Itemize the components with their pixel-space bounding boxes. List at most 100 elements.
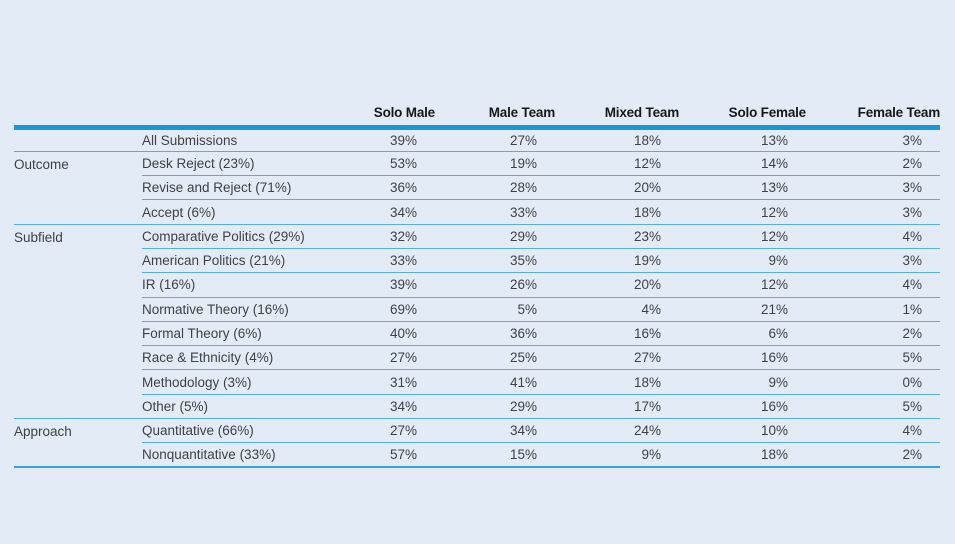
cell-value: 9% [679, 369, 806, 395]
cell-value: 39% [317, 127, 435, 152]
table-row: IR (16%) 39% 26% 20% 12% 4% [14, 272, 940, 298]
cell-value: 18% [555, 127, 679, 152]
cell-value: 33% [435, 199, 555, 225]
cell-value: 41% [435, 369, 555, 395]
cell-value: 13% [679, 175, 806, 201]
cell-value: 3% [806, 175, 940, 201]
table-row: Outcome Desk Reject (23%) 53% 19% 12% 14% 2% [14, 151, 940, 225]
table-row: Approach Quantitative (66%) 27% 34% 24% 10% 4% [14, 418, 940, 469]
header-spacer-group-column [14, 97, 142, 130]
column-header-solo-male: Solo Male [317, 97, 435, 130]
cell-value: 12% [679, 199, 806, 225]
cell-value: 34% [317, 394, 435, 420]
header-spacer-label-column [142, 97, 317, 130]
column-header-male-team: Male Team [435, 97, 555, 130]
cell-value: 18% [555, 369, 679, 395]
cell-value: 2% [806, 442, 940, 469]
cell-value: 20% [555, 175, 679, 201]
cell-value: 29% [435, 224, 555, 249]
table-body: All Submissions 39% 27% 18% 13% 3% Outcome Desk… [14, 127, 940, 469]
submissions-table-figure: Solo Male Male Team Mixed Team Solo Fema… [14, 97, 940, 469]
cell-value: 28% [435, 175, 555, 201]
column-header-female-team: Female Team [806, 97, 940, 130]
row-group-label [14, 127, 142, 152]
table-row: All Submissions 39% 27% 18% 13% 3% [14, 127, 940, 152]
cell-value: 0% [806, 369, 940, 395]
row-label: Nonquantitative (33%) [142, 442, 317, 469]
cell-value: 69% [317, 297, 435, 322]
cell-value: 3% [806, 127, 940, 152]
cell-value: 19% [555, 248, 679, 274]
row-label: American Politics (21%) [142, 248, 317, 274]
cell-value: 27% [317, 345, 435, 371]
row-label: Quantitative (66%) [142, 418, 317, 444]
submissions-table: Solo Male Male Team Mixed Team Solo Fema… [14, 97, 940, 469]
row-label: Comparative Politics (29%) [142, 224, 317, 249]
cell-value: 9% [679, 248, 806, 274]
row-label: Revise and Reject (71%) [142, 175, 317, 201]
cell-value: 19% [435, 151, 555, 177]
cell-value: 4% [555, 297, 679, 322]
cell-value: 12% [679, 224, 806, 249]
row-label: Race & Ethnicity (4%) [142, 345, 317, 371]
cell-value: 26% [435, 272, 555, 298]
column-header-solo-female: Solo Female [679, 97, 806, 130]
cell-value: 10% [679, 418, 806, 444]
cell-value: 35% [435, 248, 555, 274]
row-label: Accept (6%) [142, 199, 317, 225]
cell-value: 9% [555, 442, 679, 469]
cell-value: 4% [806, 224, 940, 249]
cell-value: 36% [317, 175, 435, 201]
cell-value: 25% [435, 345, 555, 371]
cell-value: 39% [317, 272, 435, 298]
cell-value: 15% [435, 442, 555, 469]
cell-value: 1% [806, 297, 940, 322]
cell-value: 53% [317, 151, 435, 177]
row-label: All Submissions [142, 127, 317, 152]
cell-value: 34% [317, 199, 435, 225]
cell-value: 14% [679, 151, 806, 177]
cell-value: 5% [806, 394, 940, 420]
cell-value: 40% [317, 321, 435, 347]
cell-value: 3% [806, 199, 940, 225]
cell-value: 12% [679, 272, 806, 298]
table-row: Formal Theory (6%) 40% 36% 16% 6% 2% [14, 321, 940, 347]
cell-value: 6% [679, 321, 806, 347]
table-row: Revise and Reject (71%) 36% 28% 20% 13% 3% [14, 175, 940, 201]
cell-value: 31% [317, 369, 435, 395]
cell-value: 27% [555, 345, 679, 371]
cell-value: 5% [806, 345, 940, 371]
cell-value: 4% [806, 272, 940, 298]
cell-value: 27% [317, 418, 435, 444]
table-row: Accept (6%) 34% 33% 18% 12% 3% [14, 199, 940, 225]
cell-value: 32% [317, 224, 435, 249]
row-label: Methodology (3%) [142, 369, 317, 395]
row-label: Other (5%) [142, 394, 317, 420]
cell-value: 13% [679, 127, 806, 152]
cell-value: 16% [555, 321, 679, 347]
cell-value: 24% [555, 418, 679, 444]
cell-value: 2% [806, 151, 940, 177]
cell-value: 4% [806, 418, 940, 444]
cell-value: 5% [435, 297, 555, 322]
table-header-row: Solo Male Male Team Mixed Team Solo Fema… [14, 97, 940, 130]
cell-value: 36% [435, 321, 555, 347]
table-row: Other (5%) 34% 29% 17% 16% 5% [14, 394, 940, 420]
row-label: IR (16%) [142, 272, 317, 298]
column-header-mixed-team: Mixed Team [555, 97, 679, 130]
cell-value: 17% [555, 394, 679, 420]
cell-value: 23% [555, 224, 679, 249]
row-label: Normative Theory (16%) [142, 297, 317, 322]
cell-value: 2% [806, 321, 940, 347]
cell-value: 29% [435, 394, 555, 420]
row-group-label: Approach [14, 418, 142, 469]
row-group-label: Outcome [14, 151, 142, 225]
table-row: Methodology (3%) 31% 41% 18% 9% 0% [14, 369, 940, 395]
cell-value: 12% [555, 151, 679, 177]
row-group-label: Subfield [14, 224, 142, 420]
table-row: Nonquantitative (33%) 57% 15% 9% 18% 2% [14, 442, 940, 469]
row-label: Desk Reject (23%) [142, 151, 317, 177]
table-row: Normative Theory (16%) 69% 5% 4% 21% 1% [14, 297, 940, 322]
table-row: Subfield Comparative Politics (29%) 32% 29%… [14, 224, 940, 420]
cell-value: 16% [679, 345, 806, 371]
